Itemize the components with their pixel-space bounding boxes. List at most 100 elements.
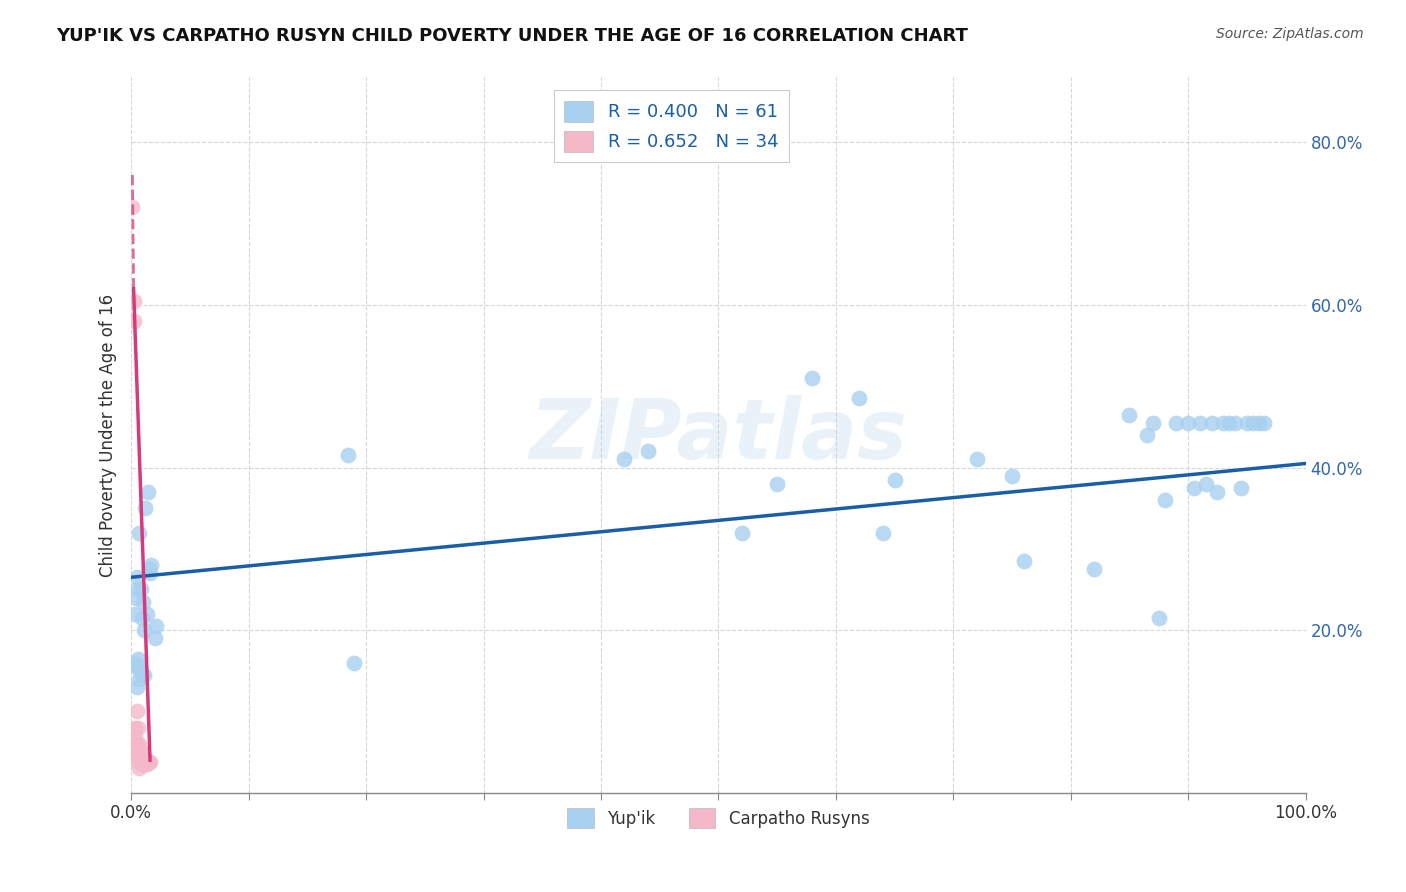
Point [1230,481,1253,495]
Point [1001,468,1024,483]
Point [134,757,156,772]
Point [138,562,160,576]
Point [127,651,149,665]
Point [129,664,152,678]
Point [1247,416,1270,430]
Point [135,607,157,621]
Point [1166,416,1188,430]
Point [136,485,159,500]
Point [637,444,659,458]
Point [1253,416,1275,430]
Point [127,753,149,767]
Point [1136,428,1159,442]
Point [127,737,149,751]
Point [1195,476,1218,491]
Point [121,201,143,215]
Point [128,745,150,759]
Point [122,314,145,328]
Legend: Yup'ik, Carpatho Rusyns: Yup'ik, Carpatho Rusyns [561,802,876,834]
Point [337,448,360,462]
Point [1241,416,1264,430]
Point [127,659,149,673]
Point [132,753,155,767]
Point [131,668,153,682]
Point [966,452,988,467]
Point [122,293,145,308]
Point [127,659,149,673]
Point [127,705,149,719]
Point [127,745,149,759]
Point [129,582,152,597]
Point [132,757,155,772]
Point [135,757,157,772]
Point [124,737,146,751]
Point [125,737,148,751]
Point [145,619,167,633]
Point [1236,416,1258,430]
Point [129,745,152,759]
Point [128,761,150,775]
Point [131,745,153,759]
Point [138,755,160,769]
Point [801,371,824,385]
Point [127,745,149,759]
Point [128,525,150,540]
Point [872,525,894,540]
Point [143,632,166,646]
Point [141,558,163,573]
Point [1118,408,1140,422]
Point [134,753,156,767]
Point [128,737,150,751]
Point [125,656,148,670]
Point [731,525,754,540]
Point [127,570,149,584]
Point [343,656,366,670]
Point [131,611,153,625]
Point [124,721,146,735]
Point [1182,481,1205,495]
Point [883,473,905,487]
Point [134,668,156,682]
Point [1188,416,1211,430]
Point [128,659,150,673]
Point [139,755,162,769]
Point [127,582,149,597]
Point [134,623,156,637]
Point [1223,416,1246,430]
Point [124,729,146,743]
Point [132,595,155,609]
Point [1012,554,1035,568]
Point [1153,493,1175,508]
Text: Source: ZipAtlas.com: Source: ZipAtlas.com [1216,27,1364,41]
Point [127,680,149,694]
Point [134,757,156,772]
Point [1147,611,1170,625]
Text: ZIPatlas: ZIPatlas [530,394,907,475]
Point [124,607,146,621]
Point [131,753,153,767]
Point [134,501,156,516]
Point [1177,416,1199,430]
Point [766,476,789,491]
Point [135,753,157,767]
Point [129,753,152,767]
Point [125,745,148,759]
Point [125,591,148,605]
Point [128,753,150,767]
Point [613,452,636,467]
Point [1218,416,1240,430]
Point [139,566,162,581]
Text: YUP'IK VS CARPATHO RUSYN CHILD POVERTY UNDER THE AGE OF 16 CORRELATION CHART: YUP'IK VS CARPATHO RUSYN CHILD POVERTY U… [56,27,969,45]
Point [848,392,870,406]
Point [127,753,149,767]
Point [136,755,159,769]
Point [1201,416,1223,430]
Point [1206,485,1229,500]
Point [1142,416,1164,430]
Point [128,672,150,686]
Point [131,757,153,772]
Point [127,721,149,735]
Y-axis label: Child Poverty Under the Age of 16: Child Poverty Under the Age of 16 [100,293,117,576]
Point [1083,562,1105,576]
Point [1212,416,1234,430]
